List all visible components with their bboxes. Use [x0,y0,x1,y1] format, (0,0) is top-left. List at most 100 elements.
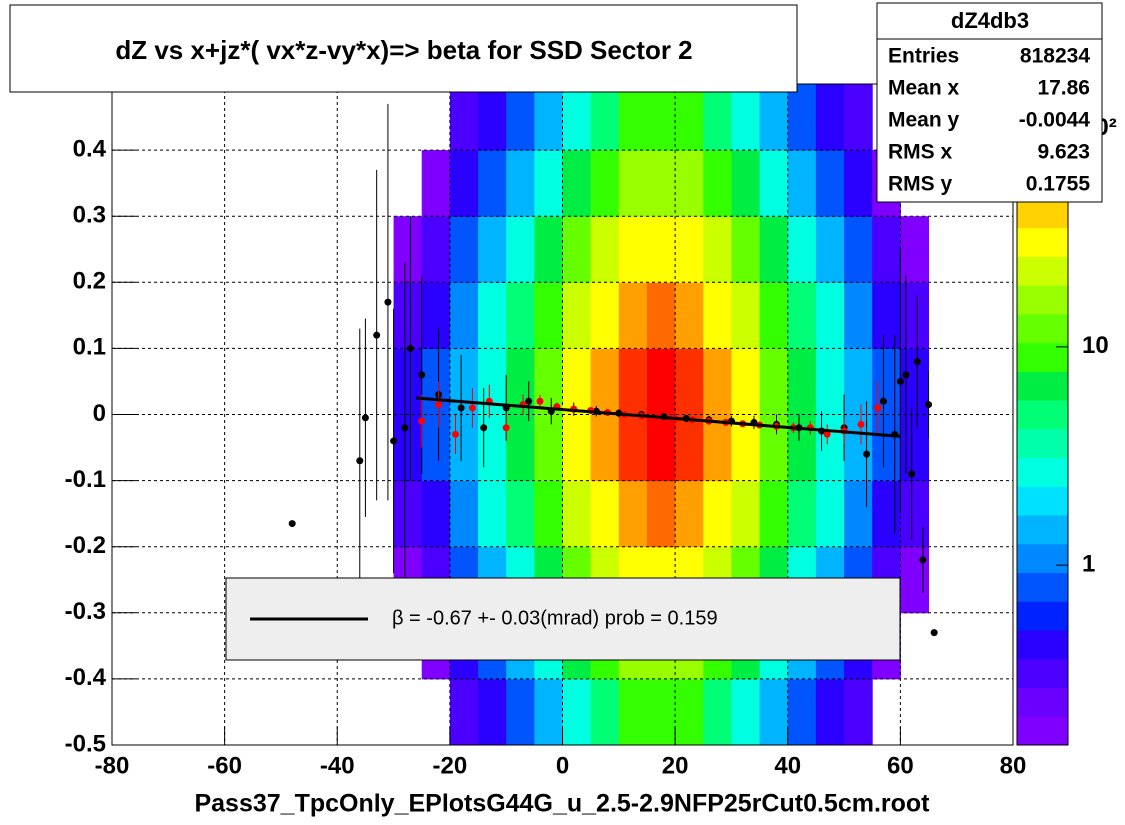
heat-cell [731,216,761,283]
profile-point [401,424,409,432]
heat-cell [534,480,563,548]
heat-cell [590,282,620,349]
palette-band [1017,285,1068,315]
heat-cell [478,282,507,349]
profile-point [502,424,510,432]
heat-cell [675,282,704,349]
heat-cell [562,678,592,746]
profile-point [536,397,544,405]
profile-point [406,344,414,352]
stats-value: -0.0044 [1019,109,1091,132]
x-tick-label: -20 [433,752,468,779]
heat-cell [421,282,451,349]
heat-cell [872,348,901,415]
heat-cell [562,150,592,217]
heat-cell [646,150,676,217]
palette-band [1017,716,1068,746]
heat-cell [478,678,507,746]
heat-cell [815,414,845,482]
stats-box: dZ4db3 Entries 818234 Mean x 17.86 Mean y -0.… [876,2,1103,203]
heat-cell [506,678,535,746]
stats-value: 818234 [1020,45,1090,68]
heat-cell [759,480,789,548]
heat-cell [618,216,648,283]
heat-cell [815,216,845,283]
heat-cell [393,414,423,482]
palette-band [1017,515,1068,545]
heat-cell [618,282,648,349]
profile-point [823,430,831,438]
stats-label: Mean y [888,109,960,132]
heat-cell [675,480,704,548]
profile-point [418,371,426,379]
heat-cell [787,678,817,746]
heat-cell [900,546,930,614]
heat-cell [787,348,817,415]
profile-point [902,371,910,379]
heat-cell [815,282,845,349]
x-tick-label: -60 [207,752,242,779]
heat-cell [675,216,704,283]
heat-cell [759,678,789,746]
stats-title: dZ4db3 [951,8,1029,33]
stats-frame [876,2,1103,203]
heat-cell [703,84,732,151]
heat-cell [506,282,535,349]
heat-cell [562,84,592,151]
profile-point [361,414,369,422]
palette-band [1017,428,1068,459]
profile-point [919,556,927,564]
heat-cell [703,480,732,548]
heat-cell [478,216,507,283]
heat-cell [534,282,563,349]
heat-cell [844,480,873,548]
profile-point [857,420,865,428]
heat-cell [534,84,563,151]
heat-cell [534,150,563,217]
heat-cell [393,216,423,283]
y-tick-label: -0.3 [65,598,106,625]
palette-band [1017,400,1068,430]
heat-cell [590,414,620,482]
heat-cell [618,348,648,415]
z-tick-label: 10 [1082,332,1109,359]
heat-cell [478,480,507,548]
heat-cell [675,678,704,746]
heat-cell [844,150,873,217]
heat-cell [703,216,732,283]
heat-cell [731,480,761,548]
heat-cell [421,414,451,482]
heat-cell [675,150,704,217]
heat-cell [478,84,507,151]
heat-cell [703,678,732,746]
stats-label: RMS y [888,173,953,196]
heat-cell [506,216,535,283]
heat-cell [731,84,761,151]
palette-band [1017,457,1068,487]
heat-cell [731,678,761,746]
y-tick-label: -0.2 [65,532,106,559]
legend-text: β = -0.67 +- 0.03(mrad) prob = 0.159 [392,607,718,629]
heat-cell [759,216,789,283]
y-tick-label: -0.5 [65,730,106,757]
title-frame [9,4,798,93]
heat-cell [844,348,873,415]
stats-value: 0.1755 [1026,173,1091,196]
heat-cell [759,84,789,151]
profile-point [896,377,904,385]
title-box: dZ vs x+jz*( vx*z-vy*x)=> beta for SSD S… [9,4,798,93]
heat-cell [449,150,479,217]
heat-cell [421,480,451,548]
palette-band [1017,342,1068,372]
y-tick-label: -0.4 [65,664,107,691]
x-tick-label: 0 [556,752,569,779]
heat-cell [844,678,873,746]
heat-cell [675,84,704,151]
palette-band [1017,658,1068,689]
heat-cell [844,282,873,349]
heat-cell [844,84,873,151]
heat-cell [618,414,648,482]
x-tick-label: 20 [662,752,689,779]
heat-cell [449,282,479,349]
heat-cell [872,480,901,548]
